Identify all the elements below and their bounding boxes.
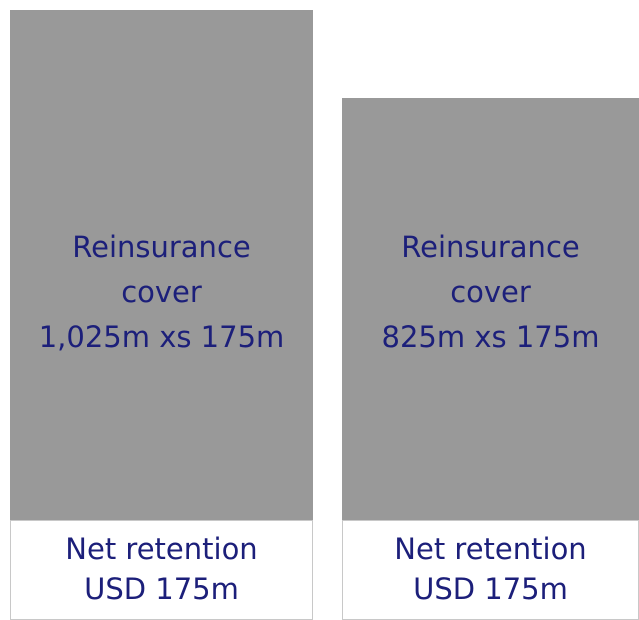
cover-line: Reinsurance xyxy=(72,230,251,264)
cover-line: 825m xs 175m xyxy=(381,320,600,354)
cover-line: 1,025m xs 175m xyxy=(38,320,285,354)
retention-line: USD 175m xyxy=(413,572,568,606)
cover-line: cover xyxy=(121,275,202,309)
cover-block: Reinsurance cover 825m xs 175m xyxy=(342,98,639,520)
retention-line: Net retention xyxy=(65,532,258,566)
cover-text: Reinsurance cover 1,025m xs 175m xyxy=(10,225,313,360)
retention-text: Net retention USD 175m xyxy=(343,529,638,609)
cover-text: Reinsurance cover 825m xs 175m xyxy=(342,225,639,360)
retention-text: Net retention USD 175m xyxy=(11,529,312,609)
retention-block: Net retention USD 175m xyxy=(10,520,313,620)
cover-line: cover xyxy=(450,275,531,309)
retention-line: USD 175m xyxy=(84,572,239,606)
cover-block: Reinsurance cover 1,025m xs 175m xyxy=(10,10,313,520)
retention-line: Net retention xyxy=(394,532,587,566)
retention-block: Net retention USD 175m xyxy=(342,520,639,620)
cover-line: Reinsurance xyxy=(401,230,580,264)
